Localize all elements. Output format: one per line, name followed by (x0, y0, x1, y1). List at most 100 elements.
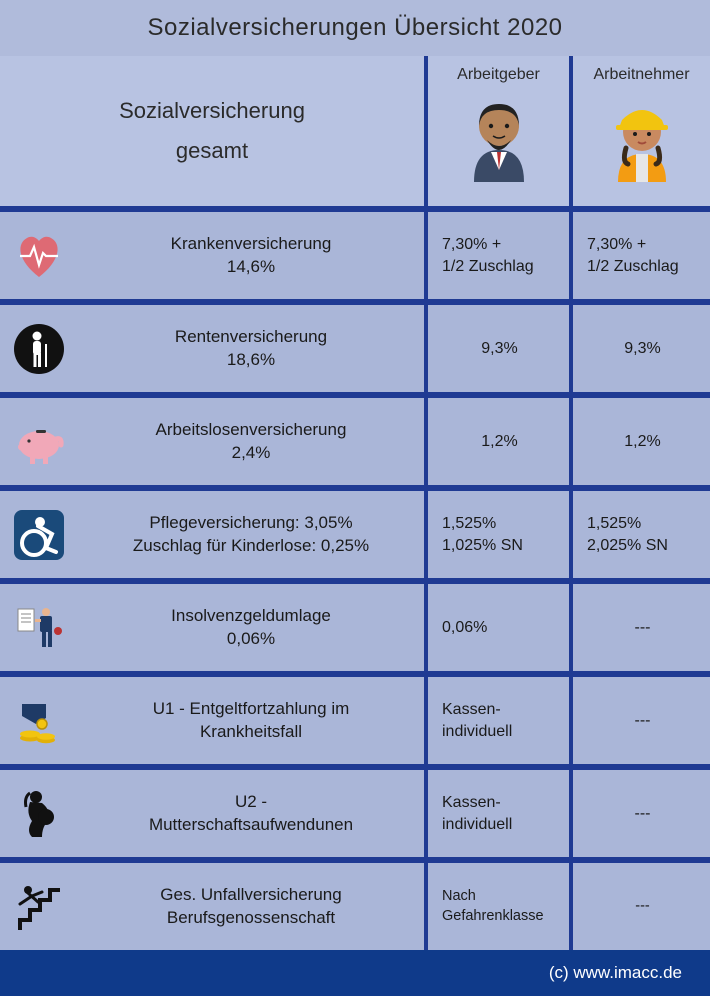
val-line2: individuell (442, 721, 512, 743)
person-cane-icon (12, 322, 66, 376)
table-row: Krankenversicherung 14,6% 7,30% + 1/2 Zu… (0, 206, 710, 299)
row-label-line2: 14,6% (227, 256, 275, 279)
pregnant-icon (12, 787, 66, 841)
row-label-line1: U1 - Entgeltfortzahlung im (153, 698, 350, 721)
row-label-line1: U2 - (235, 791, 267, 814)
row-label: Insolvenzgeldumlage 0,06% (78, 584, 428, 671)
row-label-line2: Berufsgenossenschaft (167, 907, 335, 930)
row-label-line2: Mutterschaftsaufwendunen (149, 814, 353, 837)
val-line1: --- (635, 803, 651, 825)
row-label-line1: Insolvenzgeldumlage (171, 605, 331, 628)
row-icon-cell (0, 212, 78, 299)
employee-avatar-icon (602, 92, 682, 182)
row-employee-value: --- (569, 770, 710, 857)
row-label-line2: 2,4% (232, 442, 271, 465)
val-line1: Kassen- (442, 792, 501, 814)
wheelchair-icon (12, 508, 66, 562)
val-line1: 1,2% (481, 431, 517, 453)
row-label-line1: Pflegeversicherung: 3,05% (149, 512, 352, 535)
stairs-fall-icon (12, 880, 66, 934)
val-line1: 0,06% (442, 617, 487, 639)
footer-text: (c) www.imacc.de (549, 963, 682, 983)
val-line1: 9,3% (624, 338, 660, 360)
header-left-line1: Sozialversicherung (119, 98, 305, 123)
footer-bar: (c) www.imacc.de (0, 950, 710, 996)
val-line2: 1,025% SN (442, 535, 523, 557)
row-icon-cell (0, 677, 78, 764)
row-icon-cell (0, 305, 78, 392)
row-employer-value: 9,3% (428, 305, 569, 392)
row-icon-cell (0, 863, 78, 950)
val-line1: Nach (442, 887, 476, 907)
row-employer-value: Nach Gefahrenklasse (428, 863, 569, 950)
row-icon-cell (0, 491, 78, 578)
row-label-line1: Krankenversicherung (171, 233, 332, 256)
row-employee-value: 9,3% (569, 305, 710, 392)
row-employer-value: Kassen- individuell (428, 770, 569, 857)
header-col2-label: Arbeitnehmer (593, 66, 689, 84)
table-row: U2 - Mutterschaftsaufwendunen Kassen- in… (0, 764, 710, 857)
header-left-line2: gesamt (176, 138, 248, 163)
row-label: U1 - Entgeltfortzahlung im Krankheitsfal… (78, 677, 428, 764)
val-line2: 2,025% SN (587, 535, 668, 557)
val-line1: 7,30% + (587, 234, 646, 256)
title-bar: Sozialversicherungen Übersicht 2020 (0, 0, 710, 56)
val-line1: 1,2% (624, 431, 660, 453)
row-employee-value: --- (569, 584, 710, 671)
header-left-label: Sozialversicherung gesamt (119, 91, 305, 170)
row-icon-cell (0, 584, 78, 671)
table-row: Insolvenzgeldumlage 0,06% 0,06% --- (0, 578, 710, 671)
val-line1: Kassen- (442, 699, 501, 721)
row-label: U2 - Mutterschaftsaufwendunen (78, 770, 428, 857)
table-row: Pflegeversicherung: 3,05% Zuschlag für K… (0, 485, 710, 578)
header-col1-label: Arbeitgeber (457, 66, 540, 84)
row-label-line1: Arbeitslosenversicherung (156, 419, 347, 442)
val-line1: --- (635, 897, 650, 917)
row-label-line2: 0,06% (227, 628, 275, 651)
val-line2: 1/2 Zuschlag (587, 256, 679, 278)
table-header: Sozialversicherung gesamt Arbeitgeber Ar… (0, 56, 710, 206)
row-label-line1: Ges. Unfallversicherung (160, 884, 341, 907)
row-label: Pflegeversicherung: 3,05% Zuschlag für K… (78, 491, 428, 578)
page-title: Sozialversicherungen Übersicht 2020 (147, 14, 562, 42)
row-employer-value: Kassen- individuell (428, 677, 569, 764)
piggy-bank-icon (12, 415, 66, 469)
val-line1: --- (635, 617, 651, 639)
row-label: Krankenversicherung 14,6% (78, 212, 428, 299)
val-line2: individuell (442, 814, 512, 836)
val-line2: Gefahrenklasse (442, 907, 544, 927)
coins-hand-icon (12, 694, 66, 748)
val-line1: 7,30% + (442, 234, 501, 256)
row-employee-value: 7,30% + 1/2 Zuschlag (569, 212, 710, 299)
row-label-line2: Zuschlag für Kinderlose: 0,25% (133, 535, 369, 558)
val-line1: 1,525% (587, 513, 641, 535)
row-employee-value: 1,525% 2,025% SN (569, 491, 710, 578)
row-label: Arbeitslosenversicherung 2,4% (78, 398, 428, 485)
employer-avatar-icon (459, 92, 539, 182)
row-icon-cell (0, 398, 78, 485)
row-employee-value: --- (569, 677, 710, 764)
row-employee-value: 1,2% (569, 398, 710, 485)
table-body: Krankenversicherung 14,6% 7,30% + 1/2 Zu… (0, 206, 710, 950)
row-label: Rentenversicherung 18,6% (78, 305, 428, 392)
insolvency-icon (12, 601, 66, 655)
row-employer-value: 0,06% (428, 584, 569, 671)
row-label-line1: Rentenversicherung (175, 326, 327, 349)
table-row: U1 - Entgeltfortzahlung im Krankheitsfal… (0, 671, 710, 764)
heart-pulse-icon (12, 229, 66, 283)
val-line2: 1/2 Zuschlag (442, 256, 534, 278)
row-icon-cell (0, 770, 78, 857)
table-row: Arbeitslosenversicherung 2,4% 1,2% 1,2% (0, 392, 710, 485)
row-label-line2: Krankheitsfall (200, 721, 302, 744)
val-line1: 9,3% (481, 338, 517, 360)
row-label: Ges. Unfallversicherung Berufsgenossensc… (78, 863, 428, 950)
row-employer-value: 7,30% + 1/2 Zuschlag (428, 212, 569, 299)
header-col-employer: Arbeitgeber (428, 56, 569, 206)
val-line1: 1,525% (442, 513, 496, 535)
table-row: Ges. Unfallversicherung Berufsgenossensc… (0, 857, 710, 950)
table-row: Rentenversicherung 18,6% 9,3% 9,3% (0, 299, 710, 392)
infographic-canvas: Sozialversicherungen Übersicht 2020 Sozi… (0, 0, 710, 996)
header-left: Sozialversicherung gesamt (0, 56, 428, 206)
row-label-line2: 18,6% (227, 349, 275, 372)
header-col-employee: Arbeitnehmer (569, 56, 710, 206)
